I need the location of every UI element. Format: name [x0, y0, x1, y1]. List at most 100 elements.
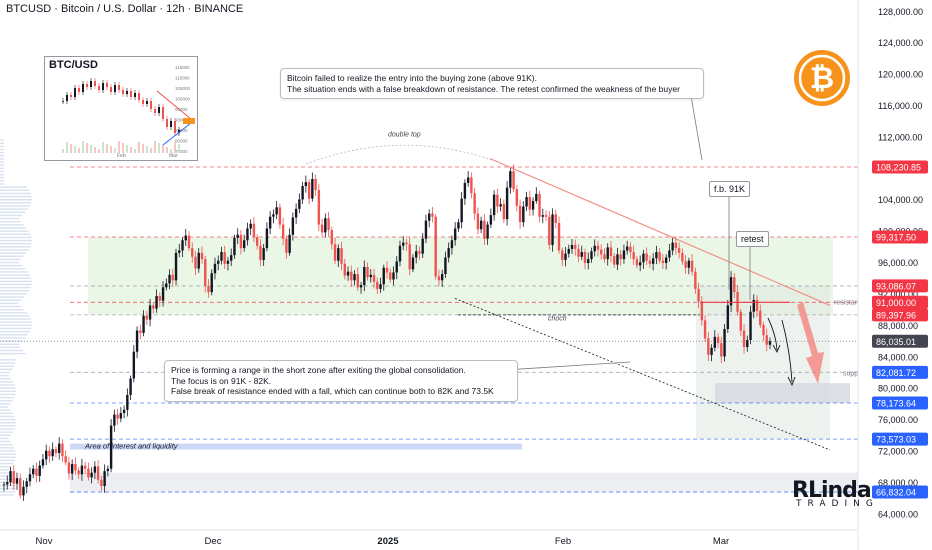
candle-body [577, 248, 580, 257]
candle-body [609, 247, 613, 256]
volume-profile-bar [0, 242, 32, 245]
candle-body [200, 252, 204, 260]
mini-volume-bar [118, 141, 120, 153]
callout-mid: Price is forming a range in the short zo… [164, 360, 518, 402]
volume-profile-bar [0, 437, 9, 440]
candle-body [139, 330, 142, 333]
candle-body [12, 471, 15, 484]
candle-body [752, 299, 755, 312]
time-axis[interactable]: Nov Dec 2025 Feb Mar [0, 529, 858, 547]
candle-body [191, 248, 194, 257]
candle-body [535, 193, 538, 202]
candle-body [226, 260, 230, 264]
volume-profile-bar [0, 261, 20, 264]
candle-body [32, 468, 35, 475]
candle-body [700, 301, 704, 321]
volume-profile-bar [0, 151, 4, 154]
area-of-interest-bar [70, 443, 522, 450]
price-tag-bg [872, 396, 928, 410]
candle-body [723, 328, 726, 357]
candle-body [272, 214, 275, 217]
candle-body [710, 347, 713, 355]
big-down-arrow [797, 302, 824, 384]
mini-candle-body [150, 101, 152, 109]
candle-body [275, 207, 278, 215]
candle-body [142, 315, 145, 333]
candle-body [674, 242, 678, 249]
candle-body [561, 250, 564, 260]
volume-profile-bar [0, 393, 16, 396]
volume-profile-bar [0, 359, 16, 361]
price-tag-label: 91,000.00 [876, 298, 916, 308]
volume-profile-bar [0, 384, 15, 386]
candle-body [327, 218, 330, 231]
mini-candle-body [114, 85, 116, 92]
volume-profile-bar [0, 233, 31, 235]
projection-arrow-2 [781, 319, 793, 383]
volume-profile-bar [0, 202, 32, 204]
mini-candle-body [118, 85, 120, 90]
mini-volume-bar [98, 149, 100, 153]
candle-body [80, 465, 84, 475]
candle-body [713, 336, 717, 348]
candle-body [538, 193, 541, 217]
volume-profile-bar [0, 349, 24, 352]
mini-candle-body [70, 95, 72, 97]
y-tick-label: 80,000.00 [878, 384, 918, 394]
callout-mid-pointer [504, 361, 631, 371]
x-tick-label: 2025 [377, 536, 399, 547]
candle-body [742, 330, 746, 348]
candle-body [379, 284, 382, 289]
candle-body [48, 450, 51, 457]
volume-profile-bar [0, 459, 15, 462]
candle-body [583, 252, 587, 264]
x-tick-label: Feb [555, 536, 571, 547]
mini-x-tick: Feb [117, 153, 126, 159]
mini-candle-body [106, 83, 108, 87]
candle-body [155, 296, 158, 309]
volume-profile-bar [0, 167, 4, 170]
candle-body [220, 252, 223, 261]
candle-body [716, 336, 720, 344]
mini-y-tick: 115000 [175, 65, 190, 70]
candle-body [762, 325, 765, 336]
candle-body [476, 213, 480, 230]
price-tag-bg [872, 485, 928, 499]
candle-body [356, 274, 359, 288]
callout-mid-line-3: False break of resistance ended with a f… [171, 386, 494, 396]
candle-body [213, 263, 217, 274]
y-tick-label: 116,000.00 [878, 101, 922, 111]
mini-candle-body [122, 90, 124, 94]
candle-body [307, 182, 311, 199]
volume-profile-bar [0, 208, 28, 210]
y-tick-label: 84,000.00 [878, 352, 918, 362]
volume-profile-bar [0, 428, 15, 430]
candle-body [100, 479, 103, 487]
candle-body [106, 468, 110, 472]
volume-profile-bar [0, 180, 4, 182]
callout-mid-line-2: The focus is on 91K - 82K. [171, 375, 272, 386]
svg-text:₿: ₿ [810, 61, 834, 96]
candle-body [486, 224, 489, 239]
y-tick-label: 72,000.00 [878, 446, 918, 456]
brand-sub-text: TRADING [796, 499, 879, 509]
candle-body [252, 223, 256, 238]
price-axis[interactable]: 64,000.00 68,000.00 72,000.00 76,000.00 80,0… [857, 0, 932, 550]
candle-body [51, 449, 54, 457]
mini-volume-bar [150, 148, 152, 153]
mini-volume-bar [162, 145, 164, 153]
candle-body [67, 462, 71, 474]
mini-y-tick: 80000 [175, 139, 188, 144]
mini-volume-bar [142, 144, 144, 153]
candle-body [337, 248, 340, 261]
candle-body [25, 481, 28, 487]
price-tag-label: 66,832.04 [876, 488, 916, 498]
candle-body [181, 240, 184, 251]
support-label: support [843, 370, 866, 377]
candle-body [645, 253, 648, 261]
mini-candle-body [162, 107, 164, 119]
mini-candle-body [130, 91, 132, 97]
mini-trendline-red [156, 90, 192, 120]
candle-body [668, 250, 671, 258]
candle-body [278, 207, 282, 225]
